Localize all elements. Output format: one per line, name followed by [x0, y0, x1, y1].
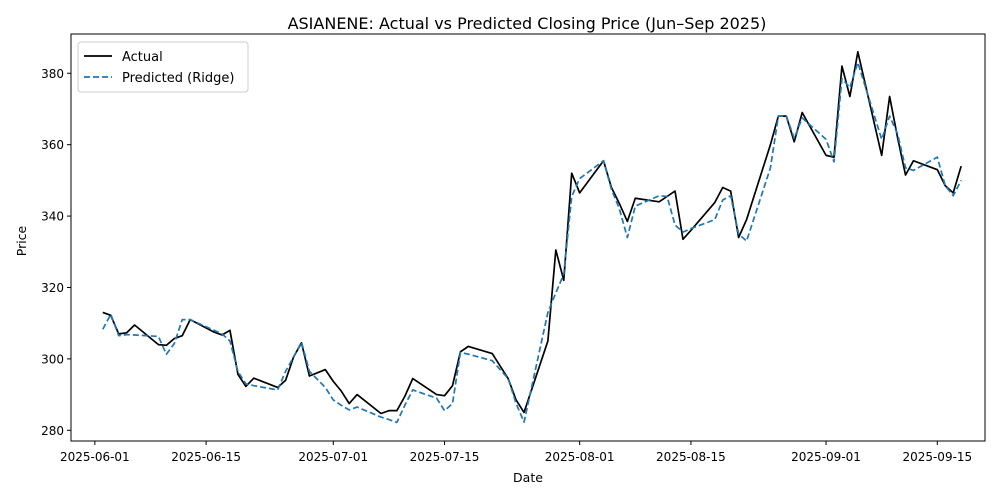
- x-tick-label: 2025-08-15: [656, 450, 726, 464]
- x-tick-label: 2025-07-01: [298, 450, 368, 464]
- y-tick-label: 320: [41, 281, 64, 295]
- y-axis: 280 300 320 340 360 380: [41, 67, 71, 438]
- y-tick-label: 380: [41, 67, 64, 81]
- series-line-actual: [102, 51, 962, 415]
- legend: Actual Predicted (Ridge): [77, 41, 249, 93]
- series-line-predicted: [102, 61, 962, 424]
- y-tick-label: 360: [41, 138, 64, 152]
- x-tick-label: 2025-09-01: [791, 450, 861, 464]
- x-tick-label: 2025-09-15: [902, 450, 972, 464]
- x-tick-label: 2025-06-01: [60, 450, 130, 464]
- legend-label-predicted: Predicted (Ridge): [122, 71, 234, 86]
- plot-frame: [70, 33, 986, 442]
- y-tick-label: 280: [41, 424, 64, 438]
- x-tick-label: 2025-07-15: [410, 450, 480, 464]
- y-tick-label: 340: [41, 210, 64, 224]
- legend-box: [77, 41, 249, 93]
- y-tick-label: 300: [41, 352, 64, 366]
- legend-label-actual: Actual: [122, 50, 163, 65]
- x-tick-label: 2025-06-15: [171, 450, 241, 464]
- x-tick-label: 2025-08-01: [545, 450, 615, 464]
- series-layer: [102, 51, 962, 424]
- x-axis-label: Date: [513, 470, 543, 485]
- chart-title: ASIANENE: Actual vs Predicted Closing Pr…: [288, 14, 767, 33]
- x-axis: 2025-06-01 2025-06-15 2025-07-01 2025-07-15…: [60, 441, 972, 464]
- y-axis-label: Price: [14, 225, 29, 256]
